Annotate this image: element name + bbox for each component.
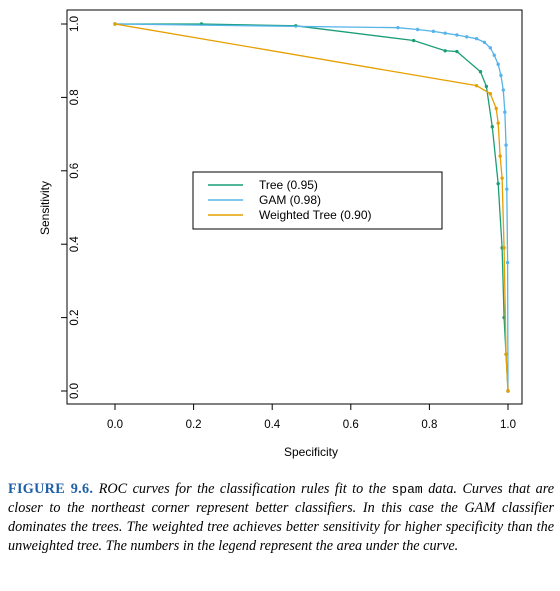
data-point-gam — [505, 187, 509, 191]
plot-frame — [66, 9, 523, 405]
data-point-gam — [492, 53, 496, 57]
series-line-tree — [115, 23, 509, 392]
legend-label: Tree (0.95) — [259, 178, 318, 192]
data-point-weighted-tree — [506, 389, 510, 393]
x-tick-label: 1.0 — [500, 419, 516, 431]
data-point-gam — [496, 62, 500, 67]
data-point-weighted-tree — [488, 92, 493, 96]
y-tick-label: 0.4 — [69, 236, 81, 253]
data-point-weighted-tree — [500, 176, 504, 180]
data-point-gam — [504, 143, 508, 147]
data-point-weighted-tree — [113, 22, 117, 26]
y-axis-label: Sensitivity — [38, 181, 52, 235]
legend: Tree (0.95)GAM (0.98)Weighted Tree (0.90… — [192, 171, 443, 230]
data-point-gam — [501, 88, 505, 92]
x-tick-label: 0.6 — [343, 419, 359, 431]
data-point-gam — [431, 29, 436, 34]
data-point-tree — [478, 70, 483, 74]
caption-code-spam: spam — [391, 482, 423, 497]
x-tick-label: 0.2 — [186, 419, 202, 431]
figure-label: FIGURE 9.6. — [8, 481, 94, 497]
caption-text-after: data. Curves that are closer to the nort… — [8, 481, 555, 554]
data-point-tree — [411, 38, 416, 43]
data-point-gam — [474, 36, 479, 41]
legend-label: Weighted Tree (0.90) — [259, 208, 372, 222]
data-point-tree — [496, 181, 500, 186]
y-tick-label: 0.2 — [69, 310, 81, 326]
data-point-weighted-tree — [494, 106, 498, 111]
y-tick-label: 0.8 — [69, 89, 81, 105]
legend-box — [192, 171, 443, 230]
legend-label: GAM (0.98) — [259, 193, 321, 207]
y-tick-label: 0.6 — [69, 163, 81, 179]
data-point-gam — [499, 73, 503, 78]
data-point-gam — [443, 31, 447, 35]
x-tick-label: 0.8 — [421, 419, 437, 431]
data-point-tree — [484, 84, 489, 89]
data-point-gam — [465, 35, 469, 39]
data-point-tree — [443, 49, 447, 53]
data-point-weighted-tree — [496, 121, 500, 125]
data-point-weighted-tree — [474, 83, 479, 88]
data-point-gam — [505, 260, 510, 265]
data-point-gam — [396, 25, 400, 30]
data-point-gam — [482, 40, 487, 45]
data-point-weighted-tree — [504, 352, 508, 356]
data-point-gam — [455, 33, 459, 37]
x-tick-label: 0.0 — [107, 419, 123, 431]
figure-caption: FIGURE 9.6. ROC curves for the classific… — [8, 480, 554, 556]
x-axis: 0.0 0.2 0.4 0.6 0.8 1.0 — [107, 404, 516, 431]
x-tick-label: 0.4 — [264, 419, 281, 431]
roc-chart: 0.0 0.2 0.4 0.6 0.8 1.0 0.0 0.2 0.4 0.6 0.8 1.0 Sp… — [38, 9, 523, 459]
x-axis-label: Specificity — [284, 445, 338, 459]
data-point-tree — [490, 125, 494, 129]
y-tick-label: 0.0 — [69, 383, 81, 399]
y-tick-label: 1.0 — [69, 16, 81, 32]
series-layer — [113, 22, 510, 393]
data-point-weighted-tree — [498, 154, 502, 158]
data-point-weighted-tree — [502, 246, 506, 250]
data-point-gam — [503, 110, 507, 114]
caption-text-before: ROC curves for the classification rules … — [98, 481, 387, 497]
series-line-weighted-tree — [114, 23, 509, 392]
data-point-tree — [455, 49, 459, 54]
data-point-gam — [415, 27, 420, 32]
data-point-gam — [488, 46, 493, 50]
y-axis: 0.0 0.2 0.4 0.6 0.8 1.0 — [61, 16, 81, 399]
